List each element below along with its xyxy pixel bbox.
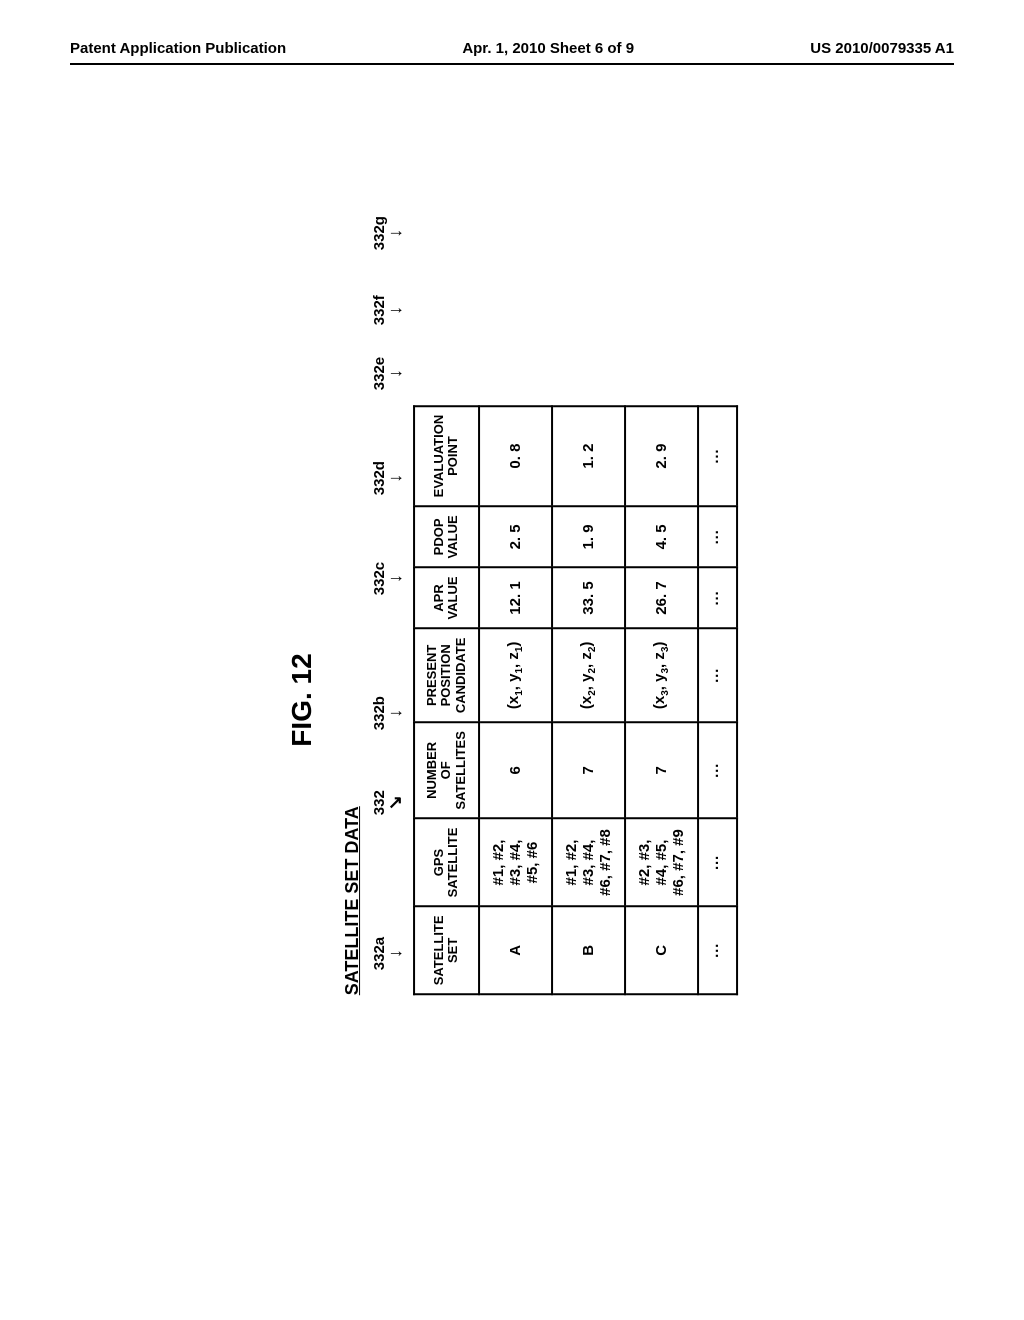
col-header-set: SATELLITE SET	[414, 906, 479, 994]
cell-ellipsis: ···	[698, 406, 737, 507]
col-header-pos: PRESENT POSITION CANDIDATE	[414, 629, 479, 723]
cell-pos: (x1, y1, z1)	[479, 629, 552, 723]
cell-eval: 0. 8	[479, 406, 552, 507]
cell-ellipsis: ···	[698, 819, 737, 907]
cell-eval: 1. 2	[552, 406, 625, 507]
cell-pos: (x3, y3, z3)	[625, 629, 698, 723]
cell-gps: #1, #2, #3, #4, #6, #7, #8	[552, 819, 625, 907]
satellite-set-table: SATELLITE SET GPS SATELLITE NUMBER OF SA…	[413, 405, 738, 995]
cell-num: 6	[479, 722, 552, 818]
column-callout: 332f↓	[371, 295, 405, 325]
cell-gps: #1, #2, #3, #4, #5, #6	[479, 819, 552, 907]
cell-ellipsis: ···	[698, 722, 737, 818]
figure-label: FIG. 12	[286, 405, 318, 995]
column-callout: 332e↓	[371, 357, 405, 390]
cell-gps: #2, #3, #4, #5, #6, #7, #9	[625, 819, 698, 907]
column-callout: 332b↓	[371, 696, 405, 730]
table-title: SATELLITE SET DATA	[342, 405, 363, 995]
page-header: Patent Application Publication Apr. 1, 2…	[0, 0, 1024, 63]
cell-apr: 33. 5	[552, 567, 625, 628]
cell-ellipsis: ···	[698, 506, 737, 567]
table-header-row: SATELLITE SET GPS SATELLITE NUMBER OF SA…	[414, 406, 479, 994]
cell-pdop: 2. 5	[479, 506, 552, 567]
col-header-pdop: PDOP VALUE	[414, 506, 479, 567]
header-rule	[70, 63, 954, 65]
table-row: B#1, #2, #3, #4, #6, #7, #87(x2, y2, z2)…	[552, 406, 625, 994]
header-left: Patent Application Publication	[70, 40, 286, 57]
cell-ellipsis: ···	[698, 629, 737, 723]
table-row: C#2, #3, #4, #5, #6, #7, #97(x3, y3, z3)…	[625, 406, 698, 994]
cell-set: A	[479, 906, 552, 994]
table-body: A#1, #2, #3, #4, #5, #66(x1, y1, z1)12. …	[479, 406, 737, 994]
cell-num: 7	[625, 722, 698, 818]
column-callouts-row: 332↘332a↓332b↓332c↓332d↓332e↓332f↓332g↓	[371, 405, 413, 995]
header-right: US 2010/0079335 A1	[810, 40, 954, 57]
cell-ellipsis: ···	[698, 567, 737, 628]
col-header-eval: EVALUATION POINT	[414, 406, 479, 507]
col-header-num: NUMBER OF SATELLITES	[414, 722, 479, 818]
column-callout: 332a↓	[371, 937, 405, 970]
column-callout: 332g↓	[371, 216, 405, 250]
cell-set: B	[552, 906, 625, 994]
column-callout: 332d↓	[371, 461, 405, 495]
cell-num: 7	[552, 722, 625, 818]
header-center: Apr. 1, 2010 Sheet 6 of 9	[462, 40, 634, 57]
cell-apr: 12. 1	[479, 567, 552, 628]
figure-container: FIG. 12 SATELLITE SET DATA 332↘ 332a↓ 332b…	[286, 405, 738, 995]
cell-set: C	[625, 906, 698, 994]
cell-ellipsis: ···	[698, 906, 737, 994]
cell-pos: (x2, y2, z2)	[552, 629, 625, 723]
table-row-ellipsis: ·····················	[698, 406, 737, 994]
table-ref-callout: 332↘	[371, 790, 405, 815]
cell-pdop: 4. 5	[625, 506, 698, 567]
col-header-gps: GPS SATELLITE	[414, 819, 479, 907]
column-callout: 332c↓	[371, 562, 405, 595]
col-header-apr: APR VALUE	[414, 567, 479, 628]
cell-apr: 26. 7	[625, 567, 698, 628]
cell-pdop: 1. 9	[552, 506, 625, 567]
cell-eval: 2. 9	[625, 406, 698, 507]
table-row: A#1, #2, #3, #4, #5, #66(x1, y1, z1)12. …	[479, 406, 552, 994]
